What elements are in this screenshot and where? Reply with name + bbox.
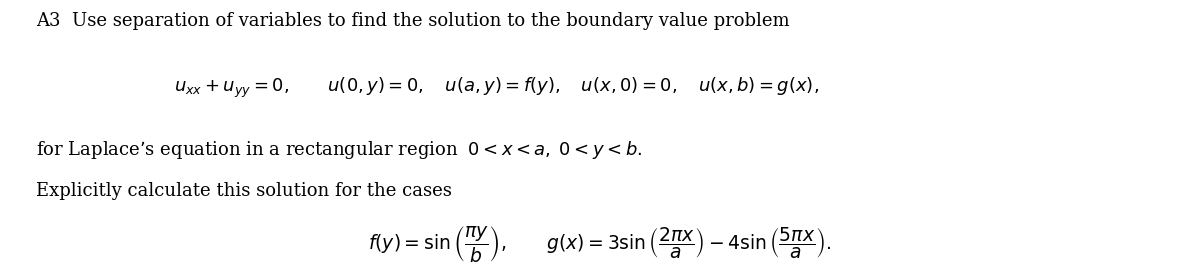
Text: $f(y) = \sin\left(\dfrac{\pi y}{b}\right), \qquad g(x) = 3\sin\left(\dfrac{2\pi : $f(y) = \sin\left(\dfrac{\pi y}{b}\right…	[368, 224, 832, 264]
Text: for Laplace’s equation in a rectangular region $\;0 < x < a, \; 0 < y < b.$: for Laplace’s equation in a rectangular …	[36, 139, 642, 161]
Text: A3  Use separation of variables to find the solution to the boundary value probl: A3 Use separation of variables to find t…	[36, 12, 790, 30]
Text: Explicitly calculate this solution for the cases: Explicitly calculate this solution for t…	[36, 182, 452, 200]
Text: $u_{xx} + u_{yy} = 0, \qquad u(0,y) = 0, \quad u(a,y) = f(y), \quad u(x,0) = 0, : $u_{xx} + u_{yy} = 0, \qquad u(0,y) = 0,…	[174, 76, 820, 100]
